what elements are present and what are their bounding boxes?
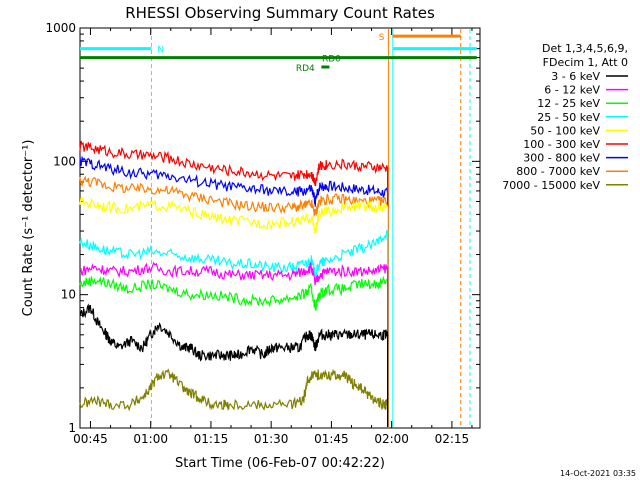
x-tick-label: 01:00: [133, 432, 168, 446]
y-tick-label: 100: [53, 154, 76, 168]
flag-label: RD4: [296, 64, 315, 74]
legend-title-line-2: FDecim 1, Att 0: [543, 56, 628, 69]
x-tick-label: 02:00: [374, 432, 409, 446]
x-tick-label: 01:45: [314, 432, 349, 446]
legend-entry-label: 100 - 300 keV: [523, 138, 600, 151]
x-axis-label: Start Time (06-Feb-07 00:42:22): [175, 456, 385, 471]
y-tick-label: 10: [61, 288, 76, 302]
plot-frame: [79, 27, 481, 429]
series-group: [79, 140, 389, 427]
flag-label: N: [157, 46, 164, 56]
timestamp: 14-Oct-2021 03:35: [560, 469, 636, 478]
y-tick-label: 1: [68, 421, 76, 435]
x-tick-label: 00:45: [73, 432, 108, 446]
series-line-6: [79, 155, 389, 427]
legend-entry-label: 3 - 6 keV: [551, 70, 600, 83]
x-tick-label: 01:15: [194, 432, 229, 446]
plot-area: 00:45 01:00 01:15 01:30 01:45 02:00 02:15 1 10 10…: [45, 21, 481, 446]
legend-entry-label: 7000 - 15000 keV: [502, 179, 600, 192]
legend-entry-label: 25 - 50 keV: [537, 111, 600, 124]
flag-label: S: [379, 33, 385, 43]
x-tick-label: 01:30: [254, 432, 289, 446]
flag-label: RD0: [322, 55, 341, 65]
legend-entry-label: 50 - 100 keV: [530, 124, 600, 137]
series-line-4: [79, 196, 389, 427]
legend-entry-label: 300 - 800 keV: [523, 152, 600, 165]
series-line-8: [79, 368, 389, 427]
y-tick-label: 1000: [45, 21, 76, 35]
series-line-2: [79, 275, 389, 427]
series-line-1: [79, 261, 389, 427]
series-line-5: [79, 140, 389, 427]
legend-title-line-1: Det 1,3,4,5,6,9,: [542, 42, 628, 55]
legend-entry-label: 6 - 12 keV: [544, 84, 600, 97]
legend-entry-label: 800 - 7000 keV: [516, 165, 600, 178]
series-line-3: [79, 229, 389, 427]
chart-title: RHESSI Observing Summary Count Rates: [125, 4, 435, 22]
series-line-7: [79, 175, 389, 427]
legend-entry-label: 12 - 25 keV: [537, 97, 600, 110]
series-line-0: [79, 303, 389, 427]
x-tick-label: 02:15: [435, 432, 470, 446]
y-axis-label: Count Rate (s⁻¹ detector⁻¹): [21, 140, 36, 317]
